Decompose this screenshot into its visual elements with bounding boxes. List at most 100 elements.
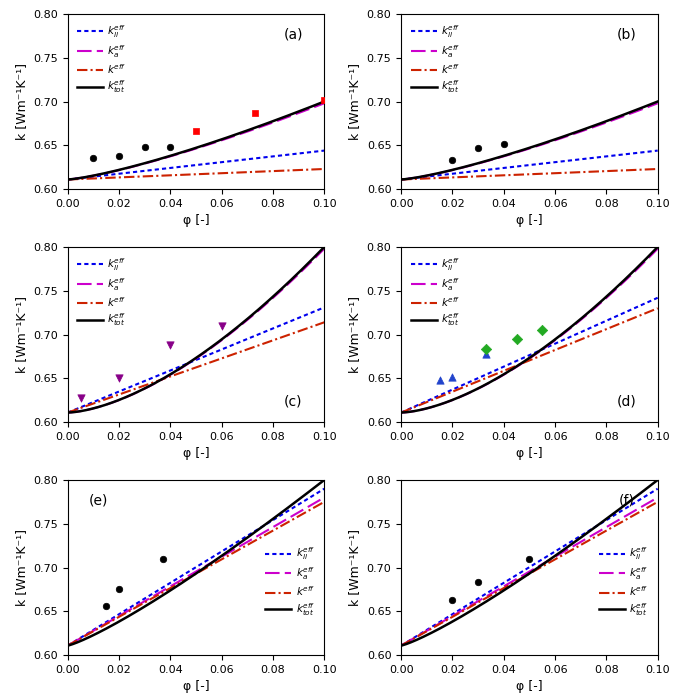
$k^{eff}$ bbox=[320, 498, 328, 506]
$k_{ll}^{eff}$ bbox=[296, 313, 304, 321]
$k_{ll}^{eff}$ bbox=[398, 641, 406, 649]
$k_{tot}^{eff}$ bbox=[280, 113, 288, 121]
Line: $k_{a}^{eff}$: $k_{a}^{eff}$ bbox=[401, 498, 658, 645]
$k_{ll}^{eff}$ bbox=[64, 408, 72, 417]
Legend: $k_{ll}^{eff}$, $k_{a}^{eff}$, $k^{eff}$, $k_{tot}^{eff}$: $k_{ll}^{eff}$, $k_{a}^{eff}$, $k^{eff}$… bbox=[595, 542, 652, 622]
Line: $k_{a}^{eff}$: $k_{a}^{eff}$ bbox=[401, 103, 658, 180]
$k_{tot}^{eff}$ bbox=[630, 494, 638, 503]
$k_{tot}^{eff}$ bbox=[64, 408, 73, 417]
$k_{tot}^{eff}$ bbox=[296, 494, 304, 503]
$k^{eff}$ bbox=[320, 164, 328, 173]
Point bbox=[75, 392, 86, 403]
Line: $k_{ll}^{eff}$: $k_{ll}^{eff}$ bbox=[68, 489, 324, 645]
Y-axis label: k [Wm⁻¹K⁻¹]: k [Wm⁻¹K⁻¹] bbox=[15, 529, 28, 606]
$k^{eff}$ bbox=[550, 169, 558, 178]
X-axis label: φ [-]: φ [-] bbox=[182, 447, 210, 461]
$k_{a}^{eff}$ bbox=[554, 334, 562, 342]
$k_{a}^{eff}$ bbox=[320, 493, 328, 502]
Point bbox=[447, 371, 458, 382]
$k^{eff}$ bbox=[397, 176, 405, 184]
$k_{tot}^{eff}$ bbox=[549, 337, 557, 345]
$k^{eff}$ bbox=[554, 553, 562, 562]
$k_{tot}^{eff}$ bbox=[320, 243, 328, 251]
$k_{a}^{eff}$ bbox=[216, 137, 224, 145]
$k_{ll}^{eff}$ bbox=[64, 408, 73, 416]
$k^{eff}$ bbox=[296, 511, 304, 519]
$k_{ll}^{eff}$ bbox=[280, 320, 288, 328]
$k_{ll}^{eff}$ bbox=[216, 346, 224, 355]
$k_{tot}^{eff}$ bbox=[64, 641, 72, 650]
$k_{a}^{eff}$ bbox=[550, 553, 558, 562]
Point bbox=[191, 125, 201, 137]
Y-axis label: k [Wm⁻¹K⁻¹]: k [Wm⁻¹K⁻¹] bbox=[15, 63, 28, 140]
$k^{eff}$ bbox=[64, 408, 72, 417]
$k_{ll}^{eff}$ bbox=[398, 175, 406, 183]
$k_{tot}^{eff}$ bbox=[549, 136, 557, 144]
$k_{a}^{eff}$ bbox=[216, 337, 224, 345]
$k^{eff}$ bbox=[64, 176, 72, 184]
$k_{a}^{eff}$ bbox=[549, 337, 557, 346]
$k_{a}^{eff}$ bbox=[654, 245, 662, 253]
$k^{eff}$ bbox=[398, 641, 406, 649]
$k_{tot}^{eff}$ bbox=[550, 136, 558, 144]
$k_{tot}^{eff}$ bbox=[614, 507, 622, 515]
$k_{ll}^{eff}$ bbox=[550, 548, 558, 556]
Point bbox=[114, 373, 125, 384]
$k_{tot}^{eff}$ bbox=[398, 641, 406, 650]
$k_{a}^{eff}$ bbox=[554, 135, 562, 144]
$k^{eff}$ bbox=[216, 556, 224, 565]
$k_{ll}^{eff}$ bbox=[630, 149, 638, 158]
$k^{eff}$ bbox=[614, 167, 622, 175]
$k_{ll}^{eff}$ bbox=[397, 641, 405, 650]
$k^{eff}$ bbox=[549, 169, 557, 178]
$k_{a}^{eff}$ bbox=[64, 641, 73, 649]
Legend: $k_{ll}^{eff}$, $k_{a}^{eff}$, $k^{eff}$, $k_{tot}^{eff}$: $k_{ll}^{eff}$, $k_{a}^{eff}$, $k^{eff}$… bbox=[261, 542, 319, 622]
$k^{eff}$ bbox=[549, 346, 557, 355]
$k_{tot}^{eff}$ bbox=[64, 641, 73, 650]
$k_{a}^{eff}$ bbox=[320, 245, 328, 253]
$k_{a}^{eff}$ bbox=[398, 641, 406, 649]
$k_{a}^{eff}$ bbox=[296, 108, 304, 116]
$k^{eff}$ bbox=[296, 166, 304, 174]
Point bbox=[216, 320, 227, 331]
$k_{tot}^{eff}$ bbox=[654, 98, 662, 106]
$k_{tot}^{eff}$ bbox=[397, 176, 405, 184]
$k_{tot}^{eff}$ bbox=[654, 476, 662, 484]
$k^{eff}$ bbox=[549, 556, 557, 565]
$k_{tot}^{eff}$ bbox=[216, 553, 224, 561]
Line: $k_{a}^{eff}$: $k_{a}^{eff}$ bbox=[401, 249, 658, 413]
Y-axis label: k [Wm⁻¹K⁻¹]: k [Wm⁻¹K⁻¹] bbox=[15, 296, 28, 373]
$k_{a}^{eff}$ bbox=[280, 114, 288, 123]
$k^{eff}$ bbox=[654, 304, 662, 312]
$k_{ll}^{eff}$ bbox=[64, 641, 73, 649]
$k_{a}^{eff}$ bbox=[320, 99, 328, 107]
Point bbox=[524, 553, 535, 565]
$k^{eff}$ bbox=[64, 175, 73, 183]
$k_{tot}^{eff}$ bbox=[296, 107, 304, 115]
$k_{a}^{eff}$ bbox=[64, 175, 73, 183]
$k_{tot}^{eff}$ bbox=[630, 107, 638, 115]
$k_{a}^{eff}$ bbox=[630, 507, 638, 516]
Line: $k_{ll}^{eff}$: $k_{ll}^{eff}$ bbox=[401, 151, 658, 180]
Y-axis label: k [Wm⁻¹K⁻¹]: k [Wm⁻¹K⁻¹] bbox=[348, 296, 361, 373]
$k_{ll}^{eff}$ bbox=[280, 510, 288, 518]
Line: $k^{eff}$: $k^{eff}$ bbox=[68, 322, 324, 413]
$k^{eff}$ bbox=[550, 556, 558, 564]
$k_{a}^{eff}$ bbox=[64, 641, 72, 650]
$k_{a}^{eff}$ bbox=[221, 135, 229, 144]
$k_{a}^{eff}$ bbox=[398, 175, 406, 183]
$k^{eff}$ bbox=[280, 520, 288, 528]
$k_{ll}^{eff}$ bbox=[64, 175, 73, 183]
$k^{eff}$ bbox=[630, 314, 638, 322]
Line: $k_{tot}^{eff}$: $k_{tot}^{eff}$ bbox=[401, 480, 658, 645]
$k^{eff}$ bbox=[397, 408, 405, 417]
$k_{tot}^{eff}$ bbox=[554, 549, 562, 558]
$k_{ll}^{eff}$ bbox=[654, 293, 662, 302]
$k^{eff}$ bbox=[614, 520, 622, 528]
$k_{a}^{eff}$ bbox=[549, 137, 557, 145]
$k_{a}^{eff}$ bbox=[280, 516, 288, 525]
$k_{ll}^{eff}$ bbox=[654, 146, 662, 155]
$k_{tot}^{eff}$ bbox=[216, 336, 224, 344]
$k^{eff}$ bbox=[630, 511, 638, 519]
$k^{eff}$ bbox=[216, 556, 224, 564]
